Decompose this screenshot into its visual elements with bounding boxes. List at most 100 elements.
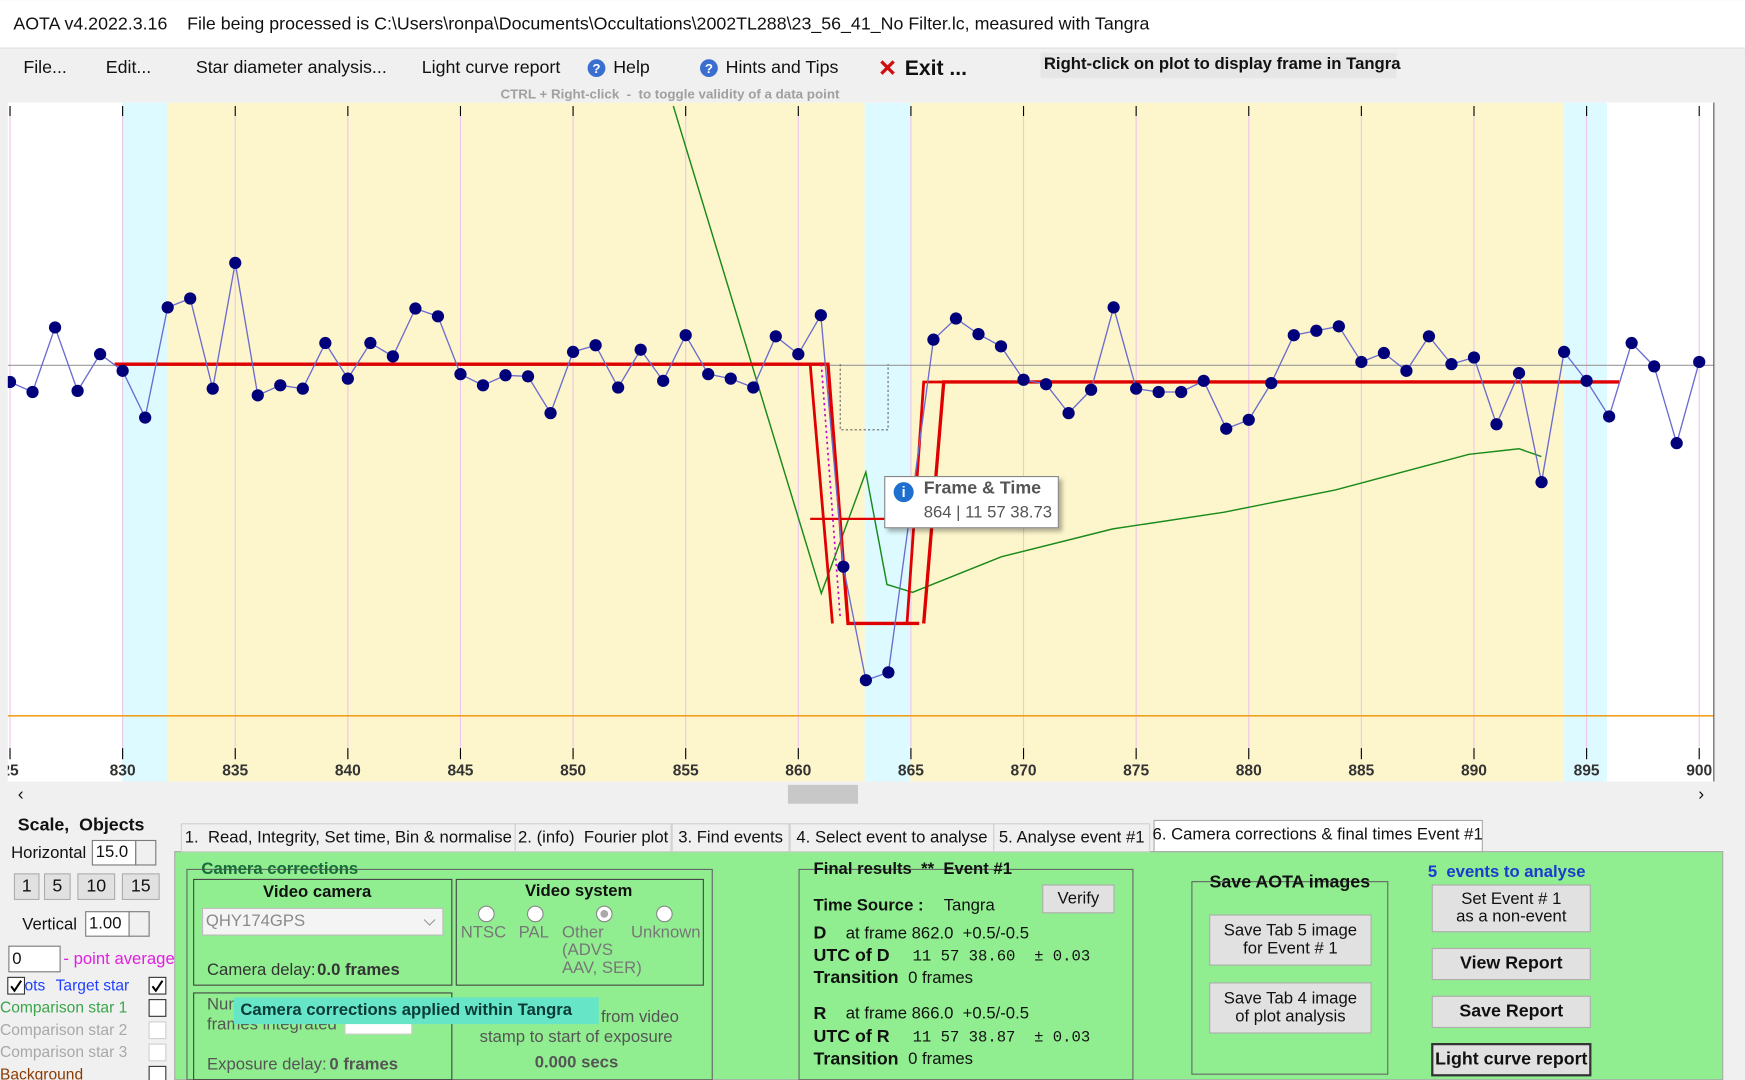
data-point[interactable]	[229, 256, 242, 270]
data-point[interactable]	[724, 372, 737, 385]
data-point[interactable]	[1445, 358, 1458, 371]
data-point[interactable]	[48, 321, 62, 334]
data-point[interactable]	[1422, 330, 1436, 343]
data-point[interactable]	[814, 309, 827, 322]
data-point[interactable]	[1693, 355, 1706, 369]
tab-label[interactable]: 1. Read, Integrity, Set time, Bin & norm…	[185, 828, 512, 847]
light-curve-report-button-label[interactable]: Light curve report	[1435, 1048, 1587, 1068]
data-point[interactable]	[274, 379, 287, 392]
data-point[interactable]	[972, 327, 985, 341]
data-point[interactable]	[1062, 407, 1075, 420]
combo[interactable]	[201, 907, 444, 936]
scale-button[interactable]	[43, 873, 71, 901]
scrollbar[interactable]	[0, 782, 1745, 806]
combo[interactable]	[8, 945, 61, 973]
data-point[interactable]	[161, 301, 174, 314]
tab-label[interactable]: 4. Select event to analyse	[796, 828, 987, 847]
data-point[interactable]	[1490, 418, 1503, 431]
radio[interactable]	[526, 905, 544, 923]
data-point[interactable]	[994, 340, 1008, 353]
data-point[interactable]	[1625, 336, 1638, 350]
data-point[interactable]	[184, 292, 197, 305]
menu-item[interactable]: Hints and Tips	[726, 57, 839, 77]
data-point[interactable]	[71, 384, 84, 397]
non-event-button[interactable]	[1431, 884, 1591, 933]
data-point[interactable]	[1467, 351, 1481, 364]
data-point[interactable]	[499, 369, 512, 382]
data-point[interactable]	[251, 389, 264, 402]
data-point[interactable]	[1310, 324, 1323, 337]
verify-button-label[interactable]: Verify	[1058, 888, 1100, 907]
data-point[interactable]	[769, 330, 782, 343]
data-point[interactable]	[1220, 422, 1233, 435]
data-point[interactable]	[566, 345, 580, 359]
menu-item[interactable]: Help	[613, 57, 650, 77]
tab[interactable]	[514, 823, 672, 853]
data-point[interactable]	[1648, 360, 1661, 373]
checkbox[interactable]	[148, 999, 167, 1017]
spinner[interactable]	[135, 839, 157, 866]
data-point[interactable]	[1084, 383, 1098, 396]
data-point[interactable]	[341, 372, 354, 385]
menu-item[interactable]: Light curve report	[422, 57, 561, 77]
data-point[interactable]	[1265, 376, 1278, 390]
data-point[interactable]	[1535, 476, 1548, 489]
save-button[interactable]	[1209, 982, 1372, 1034]
menu-item[interactable]: File...	[23, 57, 67, 77]
radio[interactable]	[477, 905, 495, 923]
checkbox[interactable]	[7, 976, 26, 995]
save-button-label[interactable]: Save Tab 4 image	[1224, 988, 1357, 1007]
data-point[interactable]	[1017, 373, 1030, 386]
data-point[interactable]	[1512, 366, 1526, 380]
data-point[interactable]	[1557, 345, 1571, 359]
verify-button[interactable]	[1042, 884, 1115, 914]
scale-button-label[interactable]: 5	[52, 875, 62, 895]
scale-button-label[interactable]: 10	[86, 875, 106, 895]
scale-button[interactable]	[13, 873, 40, 901]
data-point[interactable]	[927, 333, 940, 346]
data-point[interactable]	[431, 310, 445, 323]
data-point[interactable]	[1332, 320, 1345, 333]
tab-label[interactable]: 6. Camera corrections & final times Even…	[1153, 824, 1483, 843]
scroll-right[interactable]: ›	[1698, 784, 1704, 804]
save-report-button[interactable]	[1431, 995, 1591, 1028]
data-point[interactable]	[882, 666, 895, 679]
data-point[interactable]	[1580, 374, 1593, 387]
data-point[interactable]	[747, 381, 760, 394]
data-point[interactable]	[792, 348, 805, 361]
data-point[interactable]	[116, 364, 129, 377]
data-point[interactable]	[1400, 364, 1413, 377]
data-point[interactable]	[409, 302, 422, 315]
scroll-left[interactable]: ‹	[18, 784, 24, 804]
data-point[interactable]	[93, 348, 107, 361]
data-point[interactable]	[859, 674, 872, 687]
light-curve-report-button[interactable]	[1431, 1043, 1592, 1077]
menu-item[interactable]: Star diameter analysis...	[196, 57, 387, 77]
data-point[interactable]	[26, 385, 39, 399]
spinner[interactable]	[128, 911, 150, 937]
view-report-button-label[interactable]: View Report	[1460, 953, 1563, 973]
input-value[interactable]: 1.00	[89, 913, 121, 932]
data-point[interactable]	[612, 381, 625, 394]
tab[interactable]	[671, 823, 790, 853]
data-point[interactable]	[139, 411, 152, 424]
data-point[interactable]	[319, 336, 332, 350]
view-report-button[interactable]	[1431, 947, 1591, 981]
data-point[interactable]	[521, 370, 535, 383]
data-point[interactable]	[206, 382, 219, 395]
data-point[interactable]	[1287, 329, 1300, 342]
menu-item[interactable]: Edit...	[106, 57, 152, 77]
data-point[interactable]	[1152, 385, 1165, 399]
data-point[interactable]	[476, 379, 490, 392]
data-point[interactable]	[364, 336, 377, 350]
tab-selected[interactable]	[1153, 819, 1483, 853]
data-point[interactable]	[1670, 437, 1683, 450]
data-point[interactable]	[634, 343, 647, 356]
radio[interactable]	[656, 905, 673, 923]
tab-label[interactable]: 2. (info) Fourier plot	[518, 828, 669, 847]
data-point[interactable]	[296, 382, 309, 395]
data-point[interactable]	[1197, 374, 1210, 387]
data-point[interactable]	[1355, 355, 1368, 369]
data-point[interactable]	[1603, 410, 1616, 423]
checkbox[interactable]	[148, 1043, 167, 1062]
